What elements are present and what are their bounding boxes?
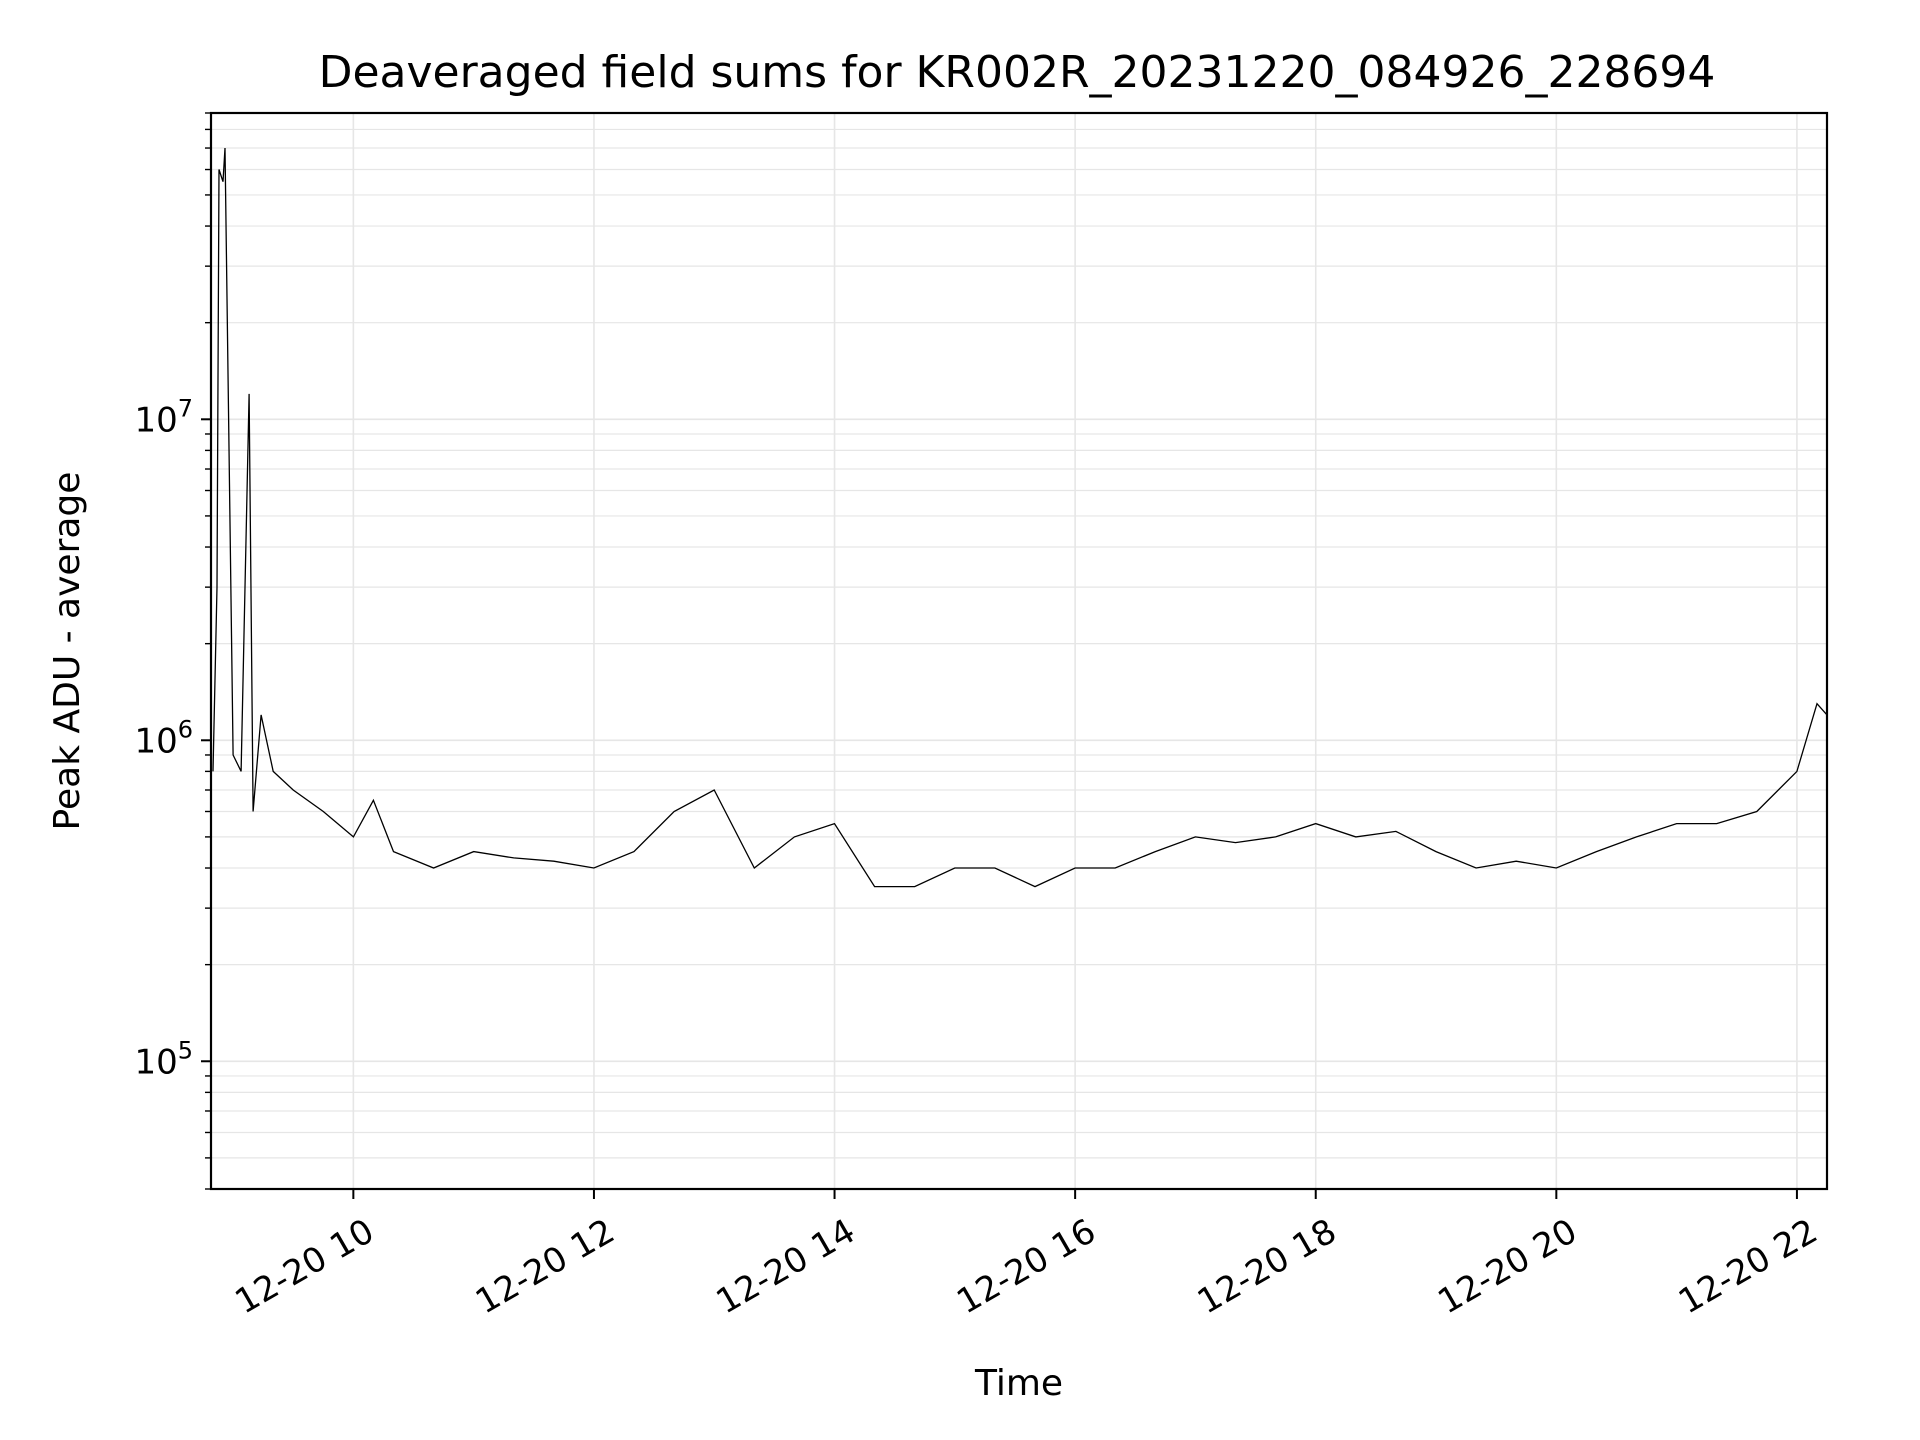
y-tick-base: 10 [134,400,177,440]
series-line [212,147,1828,888]
y-tick-label: 105 [134,1036,193,1082]
x-axis: 12-20 10 12-20 12 12-20 14 12-20 16 12-20 18… [228,1189,1824,1322]
y-tick-label: 107 [134,394,193,440]
x-axis-label: Time [974,1363,1063,1404]
chart-title: Deaveraged field sums for KR002R_2023122… [319,47,1716,98]
y-axis-label: Peak ADU - average [47,472,88,831]
y-tick-exponent: 7 [178,394,193,422]
x-tick-label: 12-20 18 [1191,1211,1343,1322]
y-tick-label: 106 [134,715,193,761]
y-gridlines [211,112,1827,1190]
x-tick-label: 12-20 14 [710,1211,862,1322]
x-tick-label: 12-20 12 [469,1211,621,1322]
plot-frame [209,111,1829,1191]
y-tick-base: 10 [134,1042,177,1082]
y-tick-exponent: 6 [178,715,193,743]
x-tick-label: 12-20 16 [950,1211,1102,1322]
y-tick-base: 10 [134,721,177,761]
y-tick-exponent: 5 [178,1036,193,1064]
x-tick-label: 12-20 20 [1431,1211,1583,1322]
x-tick-label: 12-20 22 [1672,1211,1824,1322]
x-tick-label: 12-20 10 [228,1211,380,1322]
x-gridlines [352,113,1798,1189]
